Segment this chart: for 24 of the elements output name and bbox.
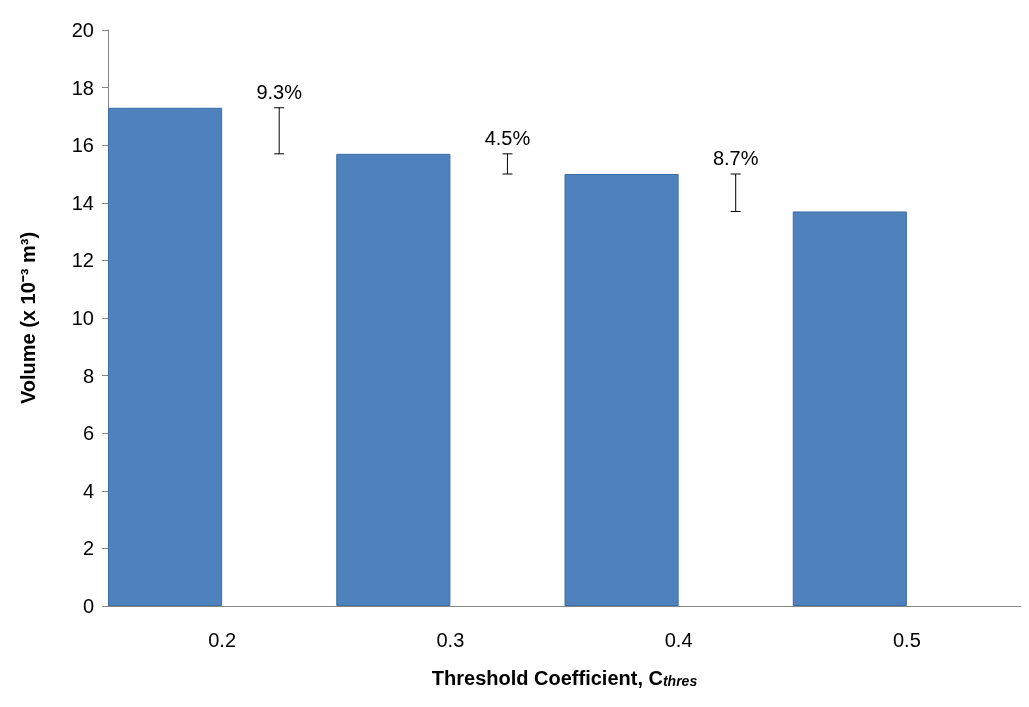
y-tick-label: 8 bbox=[82, 364, 94, 387]
annotation: 9.3% bbox=[256, 80, 303, 103]
bar bbox=[336, 153, 451, 606]
x-tick-label: 0.3 bbox=[436, 629, 465, 651]
bar bbox=[108, 107, 223, 606]
y-tick-label: 10 bbox=[71, 307, 94, 329]
y-tick-label: 2 bbox=[82, 537, 94, 560]
annotation: 8.7% bbox=[712, 147, 759, 169]
y-tick-label: 20 bbox=[71, 19, 94, 41]
y-tick-label: 14 bbox=[71, 191, 94, 214]
x-axis-title: Threshold Coefficient, Cthres bbox=[431, 667, 698, 689]
annotation: 4.5% bbox=[484, 126, 531, 149]
y-tick-label: 6 bbox=[82, 422, 94, 445]
y-axis-title: Volume (x 10⁻³ m³) bbox=[17, 231, 39, 405]
x-tick-label: 0.5 bbox=[892, 629, 921, 651]
bar bbox=[792, 211, 907, 606]
x-tick-label: 0.2 bbox=[208, 629, 237, 651]
y-tick-label: 16 bbox=[71, 134, 94, 157]
y-tick-label: 18 bbox=[71, 76, 94, 99]
y-tick-label: 0 bbox=[82, 595, 94, 617]
y-tick-label: 12 bbox=[71, 249, 94, 272]
x-tick-label: 0.4 bbox=[664, 629, 693, 651]
bar bbox=[564, 174, 679, 606]
y-tick-label: 4 bbox=[82, 479, 94, 502]
